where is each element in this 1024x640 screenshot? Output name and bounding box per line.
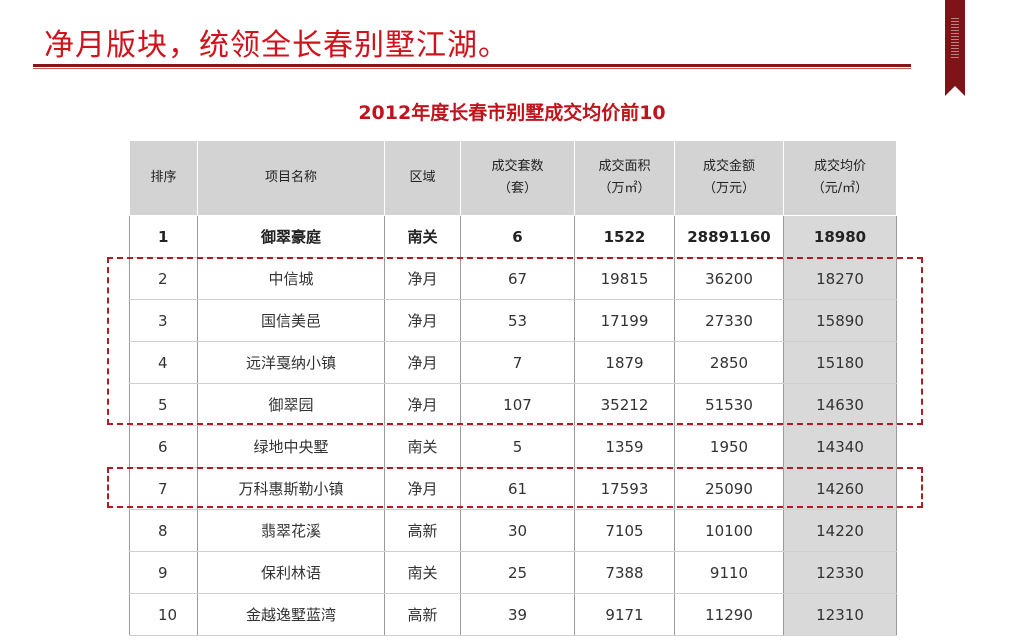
bookmark-ribbon-icon — [945, 0, 965, 96]
cell-price: 15180 — [783, 341, 897, 384]
cell-amount: 1950 — [674, 425, 784, 468]
cell-size: 7105 — [574, 509, 675, 552]
column-header-unit: （套） — [497, 181, 537, 196]
cell-size: 17199 — [574, 299, 675, 342]
column-header: 成交面积 （万㎡） — [574, 140, 675, 216]
ranking-table: 排序 项目名称 区域 成交套数 （套） 成交面积 （万㎡） 成交金额 （万元） 成交均价 （元/㎡）… — [129, 140, 897, 636]
cell-area: 南关 — [384, 425, 461, 468]
table-row: 5 御翠园 净月 107 35212 51530 14630 — [129, 383, 897, 426]
cell-units: 39 — [460, 593, 575, 636]
cell-units: 7 — [460, 341, 575, 384]
cell-rank: 8 — [129, 509, 198, 552]
cell-rank: 3 — [129, 299, 198, 342]
table-row: 3 国信美邑 净月 53 17199 27330 15890 — [129, 299, 897, 342]
cell-size: 1879 — [574, 341, 675, 384]
column-header-label: 项目名称 — [264, 170, 317, 185]
cell-units: 25 — [460, 551, 575, 594]
cell-area: 净月 — [384, 341, 461, 384]
wanke-highlight-box — [107, 467, 923, 508]
table-row: 1 御翠豪庭 南关 6 1522 28891160 18980 — [129, 215, 897, 258]
table-row: 7 万科惠斯勒小镇 净月 61 17593 25090 14260 — [129, 467, 897, 510]
column-header-unit: （元/㎡） — [811, 181, 869, 196]
cell-name: 御翠豪庭 — [197, 215, 385, 258]
table-row: 9 保利林语 南关 25 7388 9110 12330 — [129, 551, 897, 594]
column-header-unit: （万元） — [702, 181, 755, 196]
cell-units: 67 — [460, 257, 575, 300]
column-header: 成交金额 （万元） — [674, 140, 784, 216]
cell-price: 14340 — [783, 425, 897, 468]
cell-name: 远洋戛纳小镇 — [197, 341, 385, 384]
cell-rank: 1 — [129, 215, 198, 258]
cell-name: 万科惠斯勒小镇 — [197, 467, 385, 510]
cell-area: 南关 — [384, 551, 461, 594]
cell-price: 12310 — [783, 593, 897, 636]
cell-rank: 10 — [129, 593, 198, 636]
page-title: 净月版块，统领全长春别墅江湖。 — [44, 28, 509, 63]
ribbon-logo-marks — [951, 18, 959, 58]
column-header-label: 成交均价 — [813, 159, 866, 174]
cell-amount: 28891160 — [674, 215, 784, 258]
table-caption: 2012年度长春市别墅成交均价前10 — [358, 102, 666, 124]
column-header-label: 成交套数 — [491, 159, 544, 174]
cell-rank: 9 — [129, 551, 198, 594]
cell-rank: 5 — [129, 383, 198, 426]
column-header: 区域 — [384, 140, 461, 216]
cell-units: 6 — [460, 215, 575, 258]
title-divider-thin — [33, 68, 911, 69]
cell-units: 53 — [460, 299, 575, 342]
cell-amount: 10100 — [674, 509, 784, 552]
cell-size: 19815 — [574, 257, 675, 300]
title-divider — [33, 64, 911, 67]
cell-size: 1522 — [574, 215, 675, 258]
cell-name: 翡翠花溪 — [197, 509, 385, 552]
column-header: 成交均价 （元/㎡） — [783, 140, 897, 216]
table-row: 10 金越逸墅蓝湾 高新 39 9171 11290 12310 — [129, 593, 897, 636]
column-header-label: 成交金额 — [702, 159, 755, 174]
column-header-label: 成交面积 — [598, 159, 651, 174]
cell-units: 30 — [460, 509, 575, 552]
jingyue-highlight-box — [107, 257, 923, 425]
cell-name: 御翠园 — [197, 383, 385, 426]
cell-area: 高新 — [384, 509, 461, 552]
cell-area: 高新 — [384, 593, 461, 636]
cell-area: 净月 — [384, 299, 461, 342]
cell-name: 保利林语 — [197, 551, 385, 594]
table-row: 8 翡翠花溪 高新 30 7105 10100 14220 — [129, 509, 897, 552]
column-header: 项目名称 — [197, 140, 385, 216]
cell-area: 净月 — [384, 257, 461, 300]
cell-size: 35212 — [574, 383, 675, 426]
cell-area: 净月 — [384, 383, 461, 426]
cell-rank: 6 — [129, 425, 198, 468]
cell-units: 5 — [460, 425, 575, 468]
cell-area: 南关 — [384, 215, 461, 258]
table-body: 1 御翠豪庭 南关 6 1522 28891160 18980 2 中信城 净月 67 19815 36… — [129, 215, 897, 636]
column-header: 排序 — [129, 140, 198, 216]
cell-size: 9171 — [574, 593, 675, 636]
cell-units: 61 — [460, 467, 575, 510]
column-header-label: 排序 — [150, 170, 177, 185]
cell-amount: 11290 — [674, 593, 784, 636]
cell-name: 金越逸墅蓝湾 — [197, 593, 385, 636]
table-header-row: 排序 项目名称 区域 成交套数 （套） 成交面积 （万㎡） 成交金额 （万元） 成交均价 （元/㎡） — [129, 140, 897, 216]
cell-name: 国信美邑 — [197, 299, 385, 342]
cell-price: 18980 — [783, 215, 897, 258]
cell-price: 14630 — [783, 383, 897, 426]
cell-price: 14220 — [783, 509, 897, 552]
cell-name: 绿地中央墅 — [197, 425, 385, 468]
cell-size: 17593 — [574, 467, 675, 510]
cell-size: 7388 — [574, 551, 675, 594]
cell-amount: 27330 — [674, 299, 784, 342]
cell-size: 1359 — [574, 425, 675, 468]
table-row: 4 远洋戛纳小镇 净月 7 1879 2850 15180 — [129, 341, 897, 384]
column-header: 成交套数 （套） — [460, 140, 575, 216]
cell-amount: 9110 — [674, 551, 784, 594]
column-header-label: 区域 — [409, 170, 436, 185]
table-row: 6 绿地中央墅 南关 5 1359 1950 14340 — [129, 425, 897, 468]
cell-area: 净月 — [384, 467, 461, 510]
column-header-unit: （万㎡） — [598, 181, 651, 196]
cell-price: 12330 — [783, 551, 897, 594]
cell-rank: 4 — [129, 341, 198, 384]
cell-price: 15890 — [783, 299, 897, 342]
cell-price: 14260 — [783, 467, 897, 510]
